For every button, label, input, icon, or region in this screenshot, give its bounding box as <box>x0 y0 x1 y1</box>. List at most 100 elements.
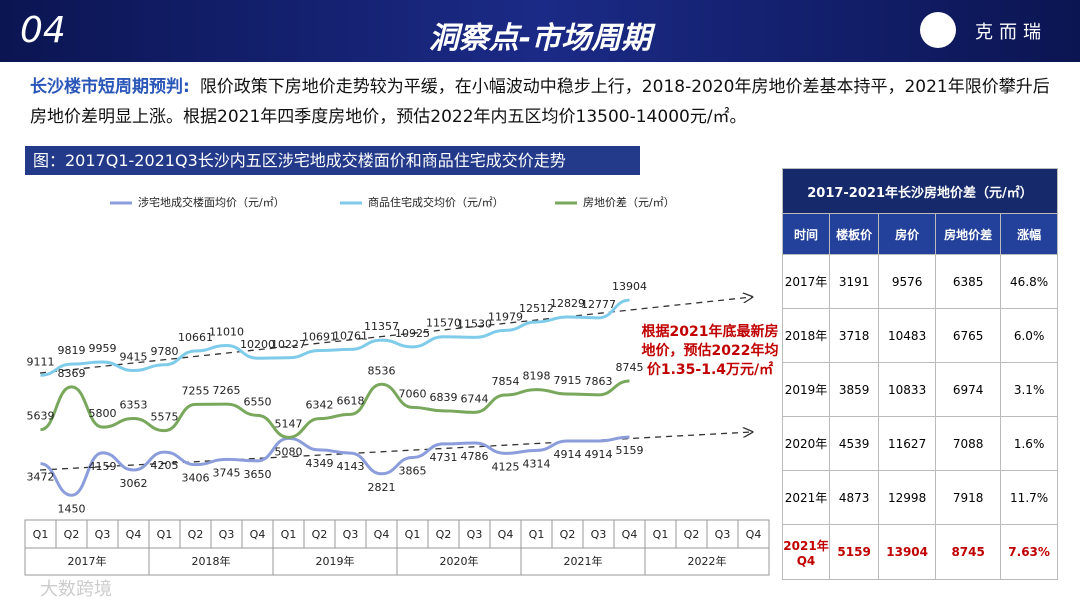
data-label: 4314 <box>523 457 551 470</box>
table-cell: 13904 <box>878 524 937 580</box>
table-cell: 12998 <box>878 470 937 525</box>
data-label: 10200 <box>240 338 275 351</box>
data-label: 1450 <box>58 502 86 515</box>
legend-label: 房地价差（元/㎡） <box>583 195 675 209</box>
table-cell: 3718 <box>828 308 880 363</box>
data-label: 5800 <box>89 407 117 420</box>
table-cell: 2021年Q4 <box>782 524 830 580</box>
table-row: 2017年 3191 9576 6385 46.8% <box>782 254 1058 309</box>
table-title-row: 2017-2021年长沙房地价差（元/㎡） <box>782 168 1058 214</box>
x-tick-label: Q1 <box>157 528 173 541</box>
x-tick-label: Q2 <box>312 528 328 541</box>
data-label: 11979 <box>488 310 523 323</box>
table-cell: 7.63% <box>1000 524 1058 580</box>
table-cell: 9576 <box>878 254 937 309</box>
data-label: 4143 <box>337 460 365 473</box>
data-label: 6618 <box>337 394 365 407</box>
data-label: 10227 <box>271 338 306 351</box>
x-tick-label: Q3 <box>715 528 731 541</box>
table-cell: 2021年 <box>782 470 830 525</box>
data-label: 3062 <box>120 477 148 490</box>
year-label: 2022年 <box>688 554 727 568</box>
axis-cell <box>644 547 770 576</box>
slide-number: 04 <box>20 10 66 51</box>
banner: 04 洞察点-市场周期 克而瑞 <box>0 0 1080 62</box>
data-label: 4159 <box>89 460 117 473</box>
table-cell: 2017年 <box>782 254 830 309</box>
data-label: 9959 <box>89 342 117 355</box>
x-tick-label: Q1 <box>405 528 421 541</box>
table-cell: 10483 <box>878 308 937 363</box>
logo: 克而瑞 <box>975 22 1047 43</box>
data-label: 4125 <box>492 460 520 473</box>
x-tick-label: Q3 <box>591 528 607 541</box>
data-label: 4205 <box>151 459 179 472</box>
x-tick-label: Q2 <box>64 528 80 541</box>
data-label: 8536 <box>368 364 396 377</box>
table-cell: 11627 <box>878 416 937 471</box>
data-label: 3472 <box>27 471 55 484</box>
table-cell: 11.7% <box>1000 470 1058 525</box>
data-label: 6744 <box>461 392 489 405</box>
x-tick-label: Q2 <box>684 528 700 541</box>
data-label: 5080 <box>275 445 303 458</box>
table-row: 2019年 3859 10833 6974 3.1% <box>782 362 1058 417</box>
x-tick-label: Q3 <box>343 528 359 541</box>
data-label: 7863 <box>585 375 613 388</box>
data-label: 4786 <box>461 450 489 463</box>
x-tick-label: Q1 <box>33 528 49 541</box>
x-tick-label: Q3 <box>219 528 235 541</box>
series-line <box>40 379 630 439</box>
column-header: 房价 <box>878 213 937 255</box>
watermark: 大数跨境 <box>40 579 112 600</box>
chart: Q1 Q2 Q3 Q4 Q1 Q2 Q3 Q4 Q1 Q2 Q3 Q4 Q1 Q2 Q3 Q4 Q1 Q2 Q3 Q4… <box>24 195 770 576</box>
table-cell: 6974 <box>935 362 1002 417</box>
annotation: 根据2021年底最新房地价，预估2022年均价1.35-1.4万元/㎡ <box>641 324 779 378</box>
data-label: 10661 <box>178 331 213 344</box>
data-label: 7060 <box>399 387 427 400</box>
table-cell: 7088 <box>935 416 1002 471</box>
data-label: 7915 <box>554 374 582 387</box>
year-label: 2019年 <box>316 554 355 568</box>
table: 2017-2021年长沙房地价差（元/㎡） 时间 楼板价 房价 房地价差 涨幅 2017年 3… <box>782 168 1058 580</box>
data-label: 13904 <box>612 280 647 293</box>
data-label: 2821 <box>368 481 396 494</box>
intro-label: 长沙楼市短周期预判: <box>30 77 190 97</box>
data-label: 3650 <box>244 468 272 481</box>
table-cell: 3.1% <box>1000 362 1058 417</box>
data-label: 9819 <box>58 344 86 357</box>
trend-arrow <box>39 297 752 374</box>
table-cell: 5159 <box>828 524 880 580</box>
x-tick-label: Q2 <box>188 528 204 541</box>
data-label: 6550 <box>244 395 272 408</box>
table-cell: 2020年 <box>782 416 830 471</box>
year-label: 2018年 <box>192 554 231 568</box>
data-label: 7265 <box>213 384 241 397</box>
column-header: 时间 <box>782 213 830 255</box>
table-title: 2017-2021年长沙房地价差（元/㎡） <box>782 168 1058 214</box>
logo-icon <box>920 12 956 48</box>
table-cell: 8745 <box>935 524 1002 580</box>
x-tick-label: Q3 <box>467 528 483 541</box>
x-tick-label: Q3 <box>95 528 111 541</box>
data-label: 6342 <box>306 399 334 412</box>
data-label: 11010 <box>209 326 244 339</box>
data-label: 11570 <box>426 317 461 330</box>
data-label: 10761 <box>333 329 368 342</box>
data-label: 6353 <box>120 398 148 411</box>
legend-label: 涉宅地成交楼面均价（元/㎡） <box>138 195 285 209</box>
x-tick-label: Q4 <box>250 528 266 541</box>
data-label: 4349 <box>306 457 334 470</box>
slide-title: 洞察点-市场周期 <box>428 21 652 56</box>
chart-title: 图：2017Q1-2021Q3长沙内五区涉宅地成交楼面价和商品住宅成交价走势 <box>25 146 640 175</box>
data-label: 10691 <box>302 331 337 344</box>
table-cell: 4539 <box>828 416 880 471</box>
table-cell: 1.6% <box>1000 416 1058 471</box>
data-label: 6839 <box>430 391 458 404</box>
data-label: 5159 <box>616 444 644 457</box>
x-tick-label: Q1 <box>529 528 545 541</box>
table-cell: 6385 <box>935 254 1002 309</box>
data-label: 12829 <box>550 297 585 310</box>
x-tick-label: Q1 <box>281 528 297 541</box>
